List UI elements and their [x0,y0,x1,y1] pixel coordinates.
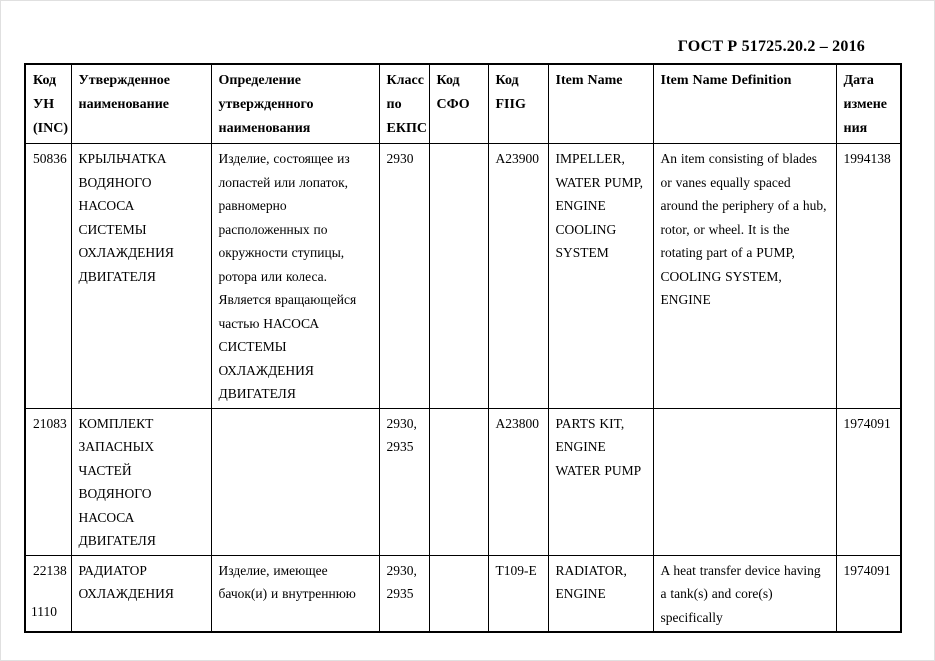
cell-sfo-code [428,143,489,409]
cell-item-name: RADIATOR, ENGINE [547,554,654,633]
cell-item-name-definition: An item consisting of blades or vanes eq… [652,143,837,409]
cell-fiig-code: T109-E [487,554,549,633]
cell-approved-name: КОМПЛЕКТ ЗАПАСНЫХ ЧАСТЕЙ ВОДЯНОГО НАСОСА… [70,407,212,556]
cell-ekps-class: 2930, 2935 [378,554,430,633]
page-number: 1110 [31,604,57,619]
cell-sfo-code [428,554,489,633]
cell-approved-name: РАДИАТОР ОХЛАЖДЕНИЯ [70,554,212,633]
cell-inc: 50836 [24,143,72,409]
table-row: 21083 КОМПЛЕКТ ЗАПАСНЫХ ЧАСТЕЙ ВОДЯНОГО … [24,407,902,556]
cell-fiig-code: A23800 [487,407,549,556]
column-header-fiig-code: Код FIIG [487,63,549,144]
standard-header: ГОСТ Р 51725.20.2 – 2016 [677,38,865,55]
cell-approved-name: КРЫЛЬЧАТКА ВОДЯНОГО НАСОСА СИСТЕМЫ ОХЛАЖ… [70,143,212,409]
table-header-row: Код УН (INC) Утвержденное наименование О… [24,63,902,144]
cell-item-name-definition: A heat transfer device having a tank(s) … [652,554,837,633]
cell-approved-definition: Изделие, имеющее бачок(и) и внутреннюю [210,554,380,633]
column-header-inc: Код УН (INC) [24,63,72,144]
column-header-item-name: Item Name [547,63,654,144]
column-header-approved-definition: Определение утвержденного наименования [210,63,380,144]
cell-change-date: 1974091 [835,407,902,556]
cell-sfo-code [428,407,489,556]
codification-table: Код УН (INC) Утвержденное наименование О… [24,63,902,633]
column-header-item-name-definition: Item Name Definition [652,63,837,144]
column-header-change-date: Дата изменения [835,63,902,144]
column-header-ekps-class: Класс по ЕКПС [378,63,430,144]
cell-ekps-class: 2930 [378,143,430,409]
cell-approved-definition [210,407,380,556]
table-row: 22138 РАДИАТОР ОХЛАЖДЕНИЯ Изделие, имеющ… [24,554,902,633]
cell-inc: 22138 [24,554,72,633]
cell-ekps-class: 2930, 2935 [378,407,430,556]
cell-item-name: PARTS KIT, ENGINE WATER PUMP [547,407,654,556]
cell-fiig-code: A23900 [487,143,549,409]
cell-change-date: 1974091 [835,554,902,633]
column-header-approved-name: Утвержденное наименование [70,63,212,144]
cell-inc: 21083 [24,407,72,556]
table-row: 50836 КРЫЛЬЧАТКА ВОДЯНОГО НАСОСА СИСТЕМЫ… [24,143,902,409]
cell-item-name: IMPELLER, WATER PUMP, ENGINE COOLING SYS… [547,143,654,409]
cell-change-date: 1994138 [835,143,902,409]
cell-approved-definition: Изделие, состоящее из лопастей или лопат… [210,143,380,409]
cell-item-name-definition [652,407,837,556]
column-header-sfo-code: Код СФО [428,63,489,144]
